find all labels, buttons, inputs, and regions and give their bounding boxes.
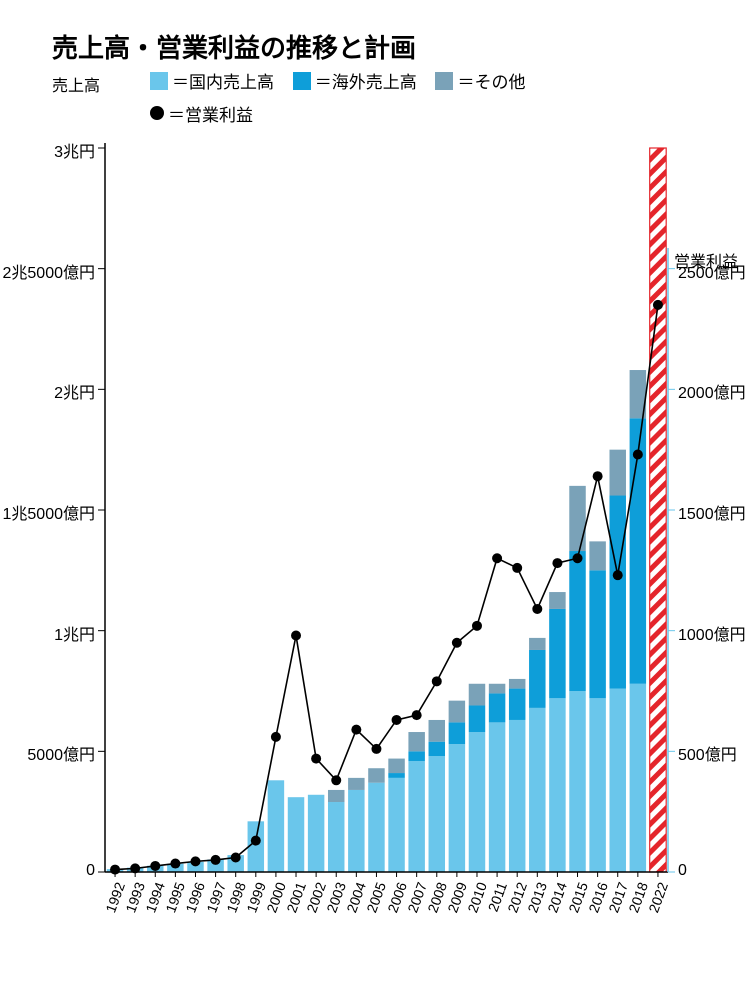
bar-overseas bbox=[529, 650, 545, 708]
profit-dot bbox=[633, 449, 643, 459]
bar-overseas bbox=[509, 689, 525, 720]
bar-overseas bbox=[489, 693, 505, 722]
profit-dot bbox=[613, 570, 623, 580]
right-tick: 500億円 bbox=[678, 741, 737, 765]
right-tick: 1000億円 bbox=[678, 621, 746, 645]
bar-other bbox=[449, 701, 465, 723]
left-tick: 2兆5000億円 bbox=[3, 259, 96, 283]
profit-dot bbox=[291, 630, 301, 640]
profit-dot bbox=[150, 861, 160, 871]
bar-domestic bbox=[630, 684, 646, 872]
left-tick: 1兆円 bbox=[54, 621, 95, 645]
profit-dot bbox=[170, 859, 180, 869]
left-tick: 5000億円 bbox=[27, 741, 95, 765]
bar-domestic bbox=[248, 821, 264, 872]
bar-domestic bbox=[529, 708, 545, 872]
left-tick: 0 bbox=[86, 862, 95, 880]
bar-domestic bbox=[589, 698, 605, 872]
bar-other bbox=[328, 790, 344, 802]
profit-dot bbox=[452, 638, 462, 648]
profit-dot bbox=[412, 710, 422, 720]
bar-other bbox=[429, 720, 445, 742]
profit-dot bbox=[392, 715, 402, 725]
bar-other bbox=[469, 684, 485, 706]
bar-domestic bbox=[268, 780, 284, 872]
bar-domestic bbox=[308, 795, 324, 872]
profit-dot bbox=[271, 732, 281, 742]
bar-other bbox=[569, 486, 585, 551]
bar-other bbox=[368, 768, 384, 782]
profit-dot bbox=[351, 725, 361, 735]
bar-other bbox=[549, 592, 565, 609]
bar-other bbox=[388, 759, 404, 773]
profit-dot bbox=[653, 300, 663, 310]
target-bar bbox=[650, 148, 666, 872]
profit-dot bbox=[331, 775, 341, 785]
bar-domestic bbox=[609, 689, 625, 872]
profit-dot bbox=[432, 676, 442, 686]
profit-dot bbox=[492, 553, 502, 563]
bar-overseas bbox=[449, 722, 465, 744]
right-tick: 0 bbox=[678, 862, 687, 880]
bar-overseas bbox=[429, 742, 445, 756]
profit-dot bbox=[251, 836, 261, 846]
bar-other bbox=[509, 679, 525, 689]
left-tick: 1兆5000億円 bbox=[3, 500, 96, 524]
profit-dot bbox=[371, 744, 381, 754]
bar-other bbox=[348, 778, 364, 790]
bar-domestic bbox=[328, 802, 344, 872]
profit-dot bbox=[593, 471, 603, 481]
bar-domestic bbox=[449, 744, 465, 872]
bar-overseas bbox=[469, 705, 485, 732]
bar-other bbox=[489, 684, 505, 694]
bar-domestic bbox=[348, 790, 364, 872]
bar-domestic bbox=[388, 778, 404, 872]
bar-domestic bbox=[408, 761, 424, 872]
bar-other bbox=[609, 450, 625, 496]
right-tick: 1500億円 bbox=[678, 500, 746, 524]
profit-dot bbox=[311, 754, 321, 764]
chart-canvas bbox=[0, 0, 750, 989]
left-tick: 3兆円 bbox=[54, 138, 95, 162]
profit-dot bbox=[190, 856, 200, 866]
profit-dot bbox=[231, 853, 241, 863]
bar-domestic bbox=[489, 722, 505, 872]
profit-dot bbox=[532, 604, 542, 614]
bar-other bbox=[529, 638, 545, 650]
profit-dot bbox=[211, 855, 221, 865]
bar-other bbox=[589, 541, 605, 570]
left-tick: 2兆円 bbox=[54, 379, 95, 403]
right-tick: 2500億円 bbox=[678, 259, 746, 283]
profit-dot bbox=[472, 621, 482, 631]
bar-overseas bbox=[569, 551, 585, 691]
bar-domestic bbox=[368, 783, 384, 872]
bar-overseas bbox=[549, 609, 565, 698]
bar-other bbox=[408, 732, 424, 751]
profit-dot bbox=[512, 563, 522, 573]
profit-dot bbox=[573, 553, 583, 563]
bar-domestic bbox=[288, 797, 304, 872]
bar-domestic bbox=[549, 698, 565, 872]
bar-overseas bbox=[609, 496, 625, 689]
right-tick: 2000億円 bbox=[678, 379, 746, 403]
bar-overseas bbox=[388, 773, 404, 778]
profit-dot bbox=[552, 558, 562, 568]
bar-domestic bbox=[569, 691, 585, 872]
bar-overseas bbox=[589, 570, 605, 698]
bar-domestic bbox=[509, 720, 525, 872]
bar-domestic bbox=[429, 756, 445, 872]
bar-overseas bbox=[408, 751, 424, 761]
bar-domestic bbox=[469, 732, 485, 872]
